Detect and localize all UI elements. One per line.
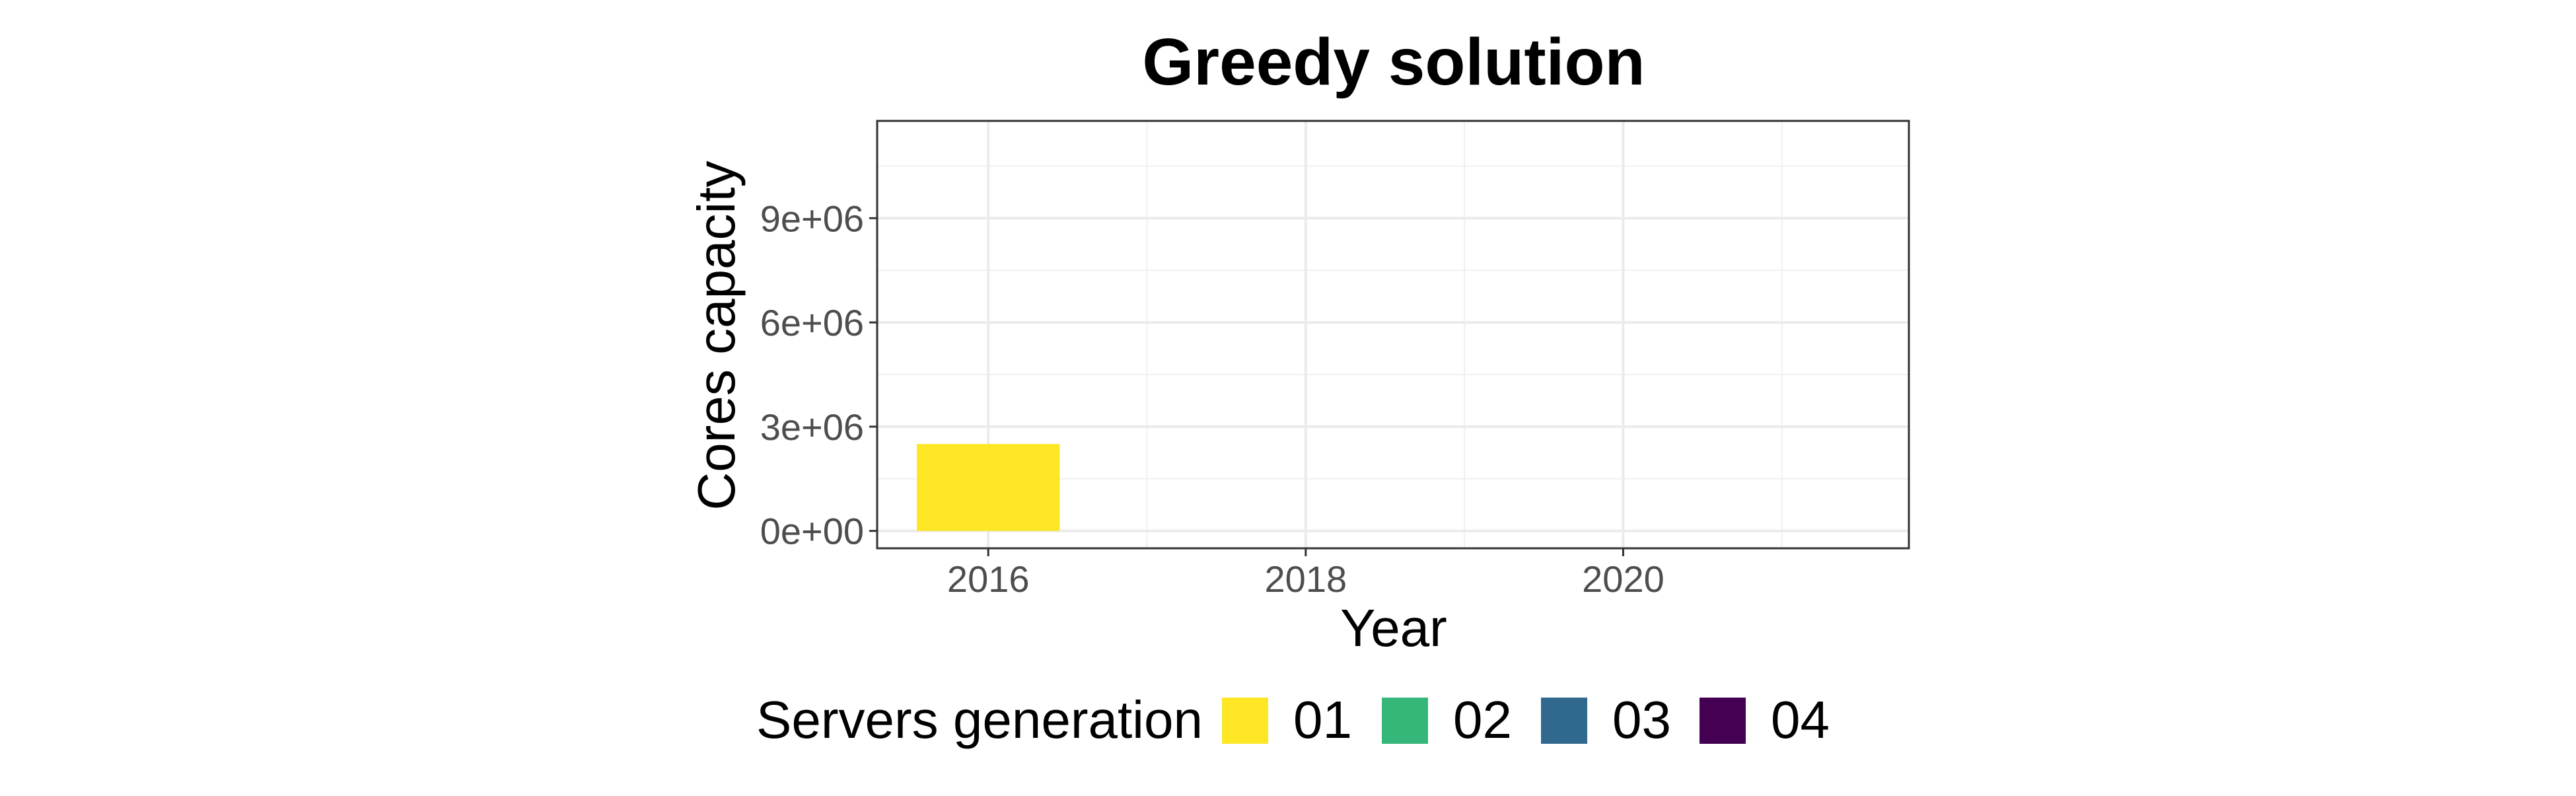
y-tick-label: 0e+00 <box>760 511 864 552</box>
legend-label-03: 03 <box>1612 690 1671 749</box>
x-axis-label: Year <box>1340 598 1447 657</box>
y-tick-label: 9e+06 <box>760 198 864 239</box>
x-tick-label: 2020 <box>1582 558 1664 600</box>
legend-title: Servers generation <box>756 690 1203 749</box>
legend-key-01 <box>1222 698 1268 744</box>
legend-label-02: 02 <box>1453 690 1512 749</box>
legend: 01 02 03 04 <box>1222 690 1830 749</box>
x-tick-label: 2016 <box>947 558 1030 600</box>
legend-label-04: 04 <box>1771 690 1830 749</box>
y-tick-label: 3e+06 <box>760 406 864 448</box>
legend-key-03 <box>1541 698 1587 744</box>
y-tick-label: 6e+06 <box>760 302 864 344</box>
legend-key-04 <box>1699 698 1746 744</box>
legend-label-01: 01 <box>1293 690 1352 749</box>
x-tick-label: 2018 <box>1265 558 1347 600</box>
plot-border <box>876 120 1910 550</box>
chart-title: Greedy solution <box>1142 25 1645 99</box>
bar-01-2016 <box>917 444 1060 531</box>
axes: 0e+00 3e+06 6e+06 9e+06 2016 2018 2020 <box>760 120 1910 600</box>
y-axis-label: Cores capacity <box>687 161 746 510</box>
legend-key-02 <box>1382 698 1428 744</box>
bar-layer <box>917 444 1060 531</box>
